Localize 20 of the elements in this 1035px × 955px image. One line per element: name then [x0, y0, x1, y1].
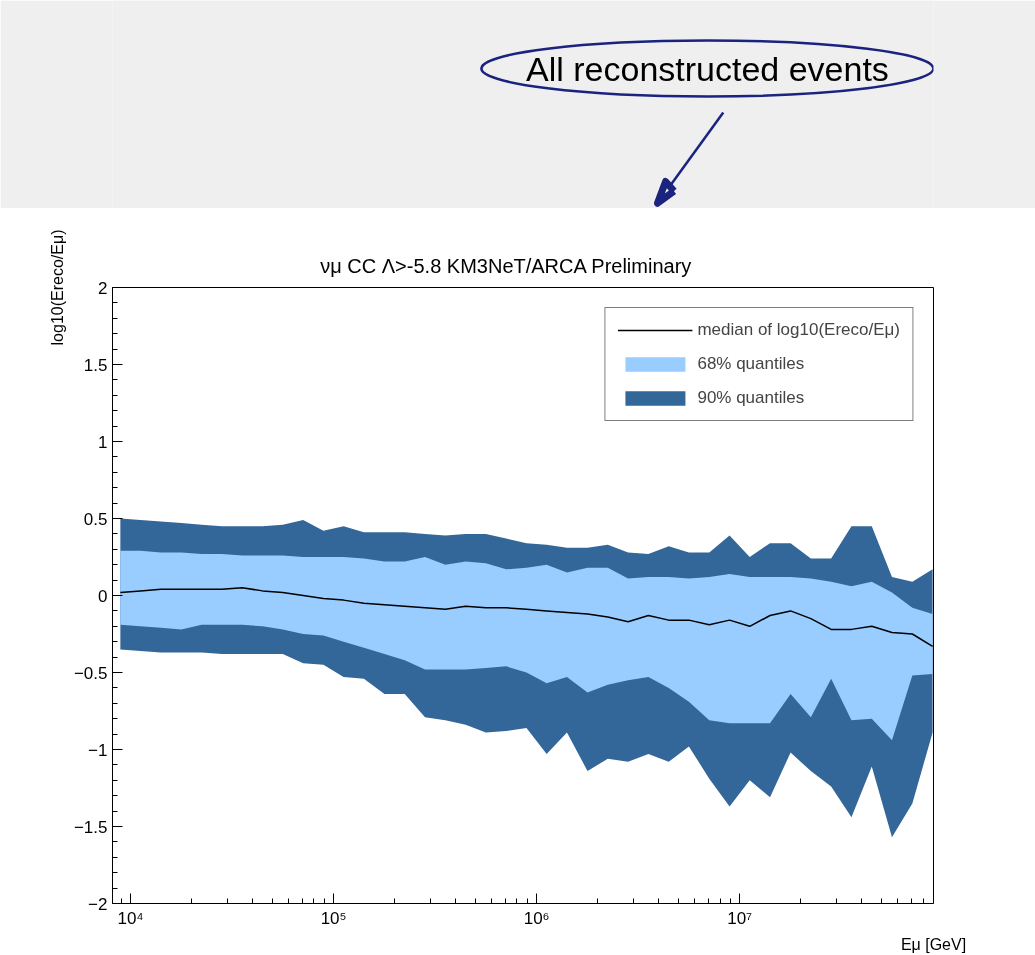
legend-label: 90% quantiles [697, 388, 805, 408]
y-tick-label: −0.5 [73, 663, 108, 683]
x-tick-label: 10⁶ [523, 908, 550, 928]
y-tick-label: −2 [88, 894, 108, 914]
chart-title: νμ CC Λ>-5.8 KM3NeT/ARCA Preliminary [320, 254, 692, 277]
text: All reconstructed events [526, 49, 889, 88]
legend-label: median of log10(Ereco/Eμ) [697, 320, 900, 340]
y-axis-title: log10(Ereco/Eμ) [48, 229, 66, 346]
x-tick-label: 10⁴ [117, 908, 144, 928]
y-tick-label: −1 [88, 740, 108, 760]
y-tick-label: 0 [98, 586, 108, 606]
x-tick-label: 10⁵ [320, 908, 347, 928]
legend-label: 68% quantiles [697, 354, 805, 374]
y-tick-label: 0.5 [83, 509, 108, 529]
x-axis-title: Eμ [GeV] [900, 935, 967, 953]
y-tick-label: 1.5 [83, 355, 108, 375]
x-tick-label: 10⁷ [727, 908, 753, 928]
y-tick-label: 2 [98, 278, 108, 298]
y-tick-label: 1 [98, 432, 108, 452]
y-tick-label: −1.5 [73, 817, 108, 837]
